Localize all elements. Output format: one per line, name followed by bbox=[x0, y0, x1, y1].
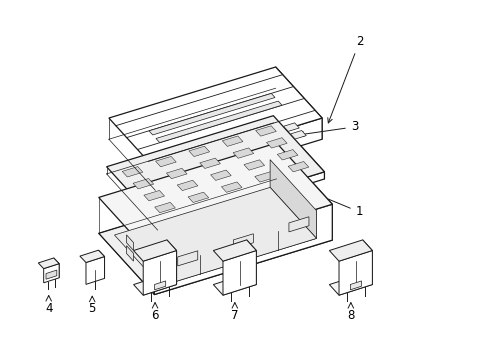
Text: 3: 3 bbox=[298, 120, 358, 136]
Polygon shape bbox=[362, 240, 371, 284]
Polygon shape bbox=[188, 192, 208, 203]
Polygon shape bbox=[213, 274, 256, 295]
Polygon shape bbox=[155, 118, 322, 190]
Polygon shape bbox=[269, 159, 316, 238]
Polygon shape bbox=[106, 116, 324, 223]
Polygon shape bbox=[221, 182, 242, 192]
Polygon shape bbox=[126, 235, 133, 251]
Polygon shape bbox=[38, 258, 59, 269]
Polygon shape bbox=[210, 170, 231, 180]
Polygon shape bbox=[266, 138, 286, 148]
Polygon shape bbox=[156, 101, 282, 143]
Polygon shape bbox=[161, 211, 316, 286]
Polygon shape bbox=[114, 187, 316, 286]
Polygon shape bbox=[222, 136, 243, 147]
Polygon shape bbox=[149, 94, 274, 135]
Text: 8: 8 bbox=[346, 309, 354, 322]
Polygon shape bbox=[288, 217, 308, 232]
Polygon shape bbox=[155, 156, 176, 167]
Polygon shape bbox=[99, 179, 332, 294]
Polygon shape bbox=[154, 281, 165, 290]
Polygon shape bbox=[86, 257, 104, 284]
Text: 2: 2 bbox=[327, 35, 363, 123]
Polygon shape bbox=[154, 202, 175, 213]
Polygon shape bbox=[277, 150, 297, 160]
Polygon shape bbox=[246, 240, 256, 284]
Polygon shape bbox=[133, 240, 176, 261]
Polygon shape bbox=[122, 167, 142, 177]
Polygon shape bbox=[46, 270, 57, 279]
Polygon shape bbox=[99, 143, 332, 259]
Polygon shape bbox=[177, 251, 197, 266]
Polygon shape bbox=[244, 160, 264, 170]
Polygon shape bbox=[233, 148, 253, 158]
Polygon shape bbox=[223, 251, 256, 295]
Polygon shape bbox=[133, 179, 153, 189]
Polygon shape bbox=[254, 172, 275, 182]
Polygon shape bbox=[350, 281, 361, 290]
Polygon shape bbox=[275, 67, 322, 139]
Polygon shape bbox=[287, 162, 308, 172]
Polygon shape bbox=[199, 158, 220, 168]
Polygon shape bbox=[233, 234, 253, 249]
Text: 7: 7 bbox=[231, 309, 238, 322]
Polygon shape bbox=[329, 240, 371, 261]
Polygon shape bbox=[157, 172, 324, 230]
Text: 4: 4 bbox=[45, 302, 52, 315]
Polygon shape bbox=[43, 264, 59, 283]
Polygon shape bbox=[255, 126, 276, 136]
Polygon shape bbox=[273, 116, 324, 179]
Polygon shape bbox=[98, 250, 104, 278]
Polygon shape bbox=[188, 146, 209, 157]
Polygon shape bbox=[290, 131, 305, 139]
Polygon shape bbox=[166, 168, 187, 179]
Text: 6: 6 bbox=[151, 309, 159, 322]
Polygon shape bbox=[143, 190, 164, 201]
Polygon shape bbox=[177, 180, 198, 190]
Polygon shape bbox=[329, 274, 371, 295]
Polygon shape bbox=[166, 240, 176, 284]
Polygon shape bbox=[126, 246, 133, 261]
Polygon shape bbox=[213, 240, 256, 261]
Polygon shape bbox=[154, 204, 332, 294]
Polygon shape bbox=[109, 67, 322, 169]
Polygon shape bbox=[133, 274, 176, 295]
Polygon shape bbox=[80, 250, 104, 262]
Polygon shape bbox=[338, 251, 371, 295]
Polygon shape bbox=[143, 251, 176, 295]
Text: 5: 5 bbox=[88, 302, 96, 315]
Text: 1: 1 bbox=[296, 186, 363, 219]
Polygon shape bbox=[283, 123, 299, 131]
Polygon shape bbox=[54, 258, 59, 278]
Polygon shape bbox=[276, 143, 332, 240]
